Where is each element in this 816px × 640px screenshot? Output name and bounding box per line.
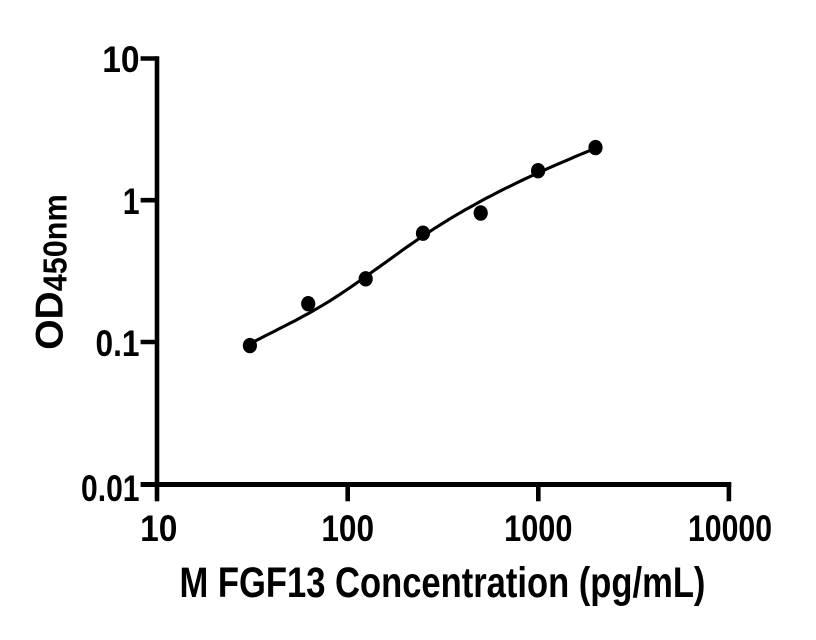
svg-text:OD: OD — [29, 291, 72, 350]
svg-text:M FGF13 Concentration (pg/mL): M FGF13 Concentration (pg/mL) — [180, 559, 706, 606]
svg-text:10: 10 — [140, 508, 177, 549]
svg-text:1000: 1000 — [504, 508, 572, 549]
svg-text:0.1: 0.1 — [96, 323, 140, 364]
svg-text:0.01: 0.01 — [81, 468, 140, 509]
svg-text:1: 1 — [123, 181, 140, 222]
svg-text:10: 10 — [102, 39, 139, 80]
svg-text:10000: 10000 — [688, 508, 772, 549]
svg-text:450nm: 450nm — [37, 194, 74, 291]
svg-text:100: 100 — [321, 508, 374, 549]
